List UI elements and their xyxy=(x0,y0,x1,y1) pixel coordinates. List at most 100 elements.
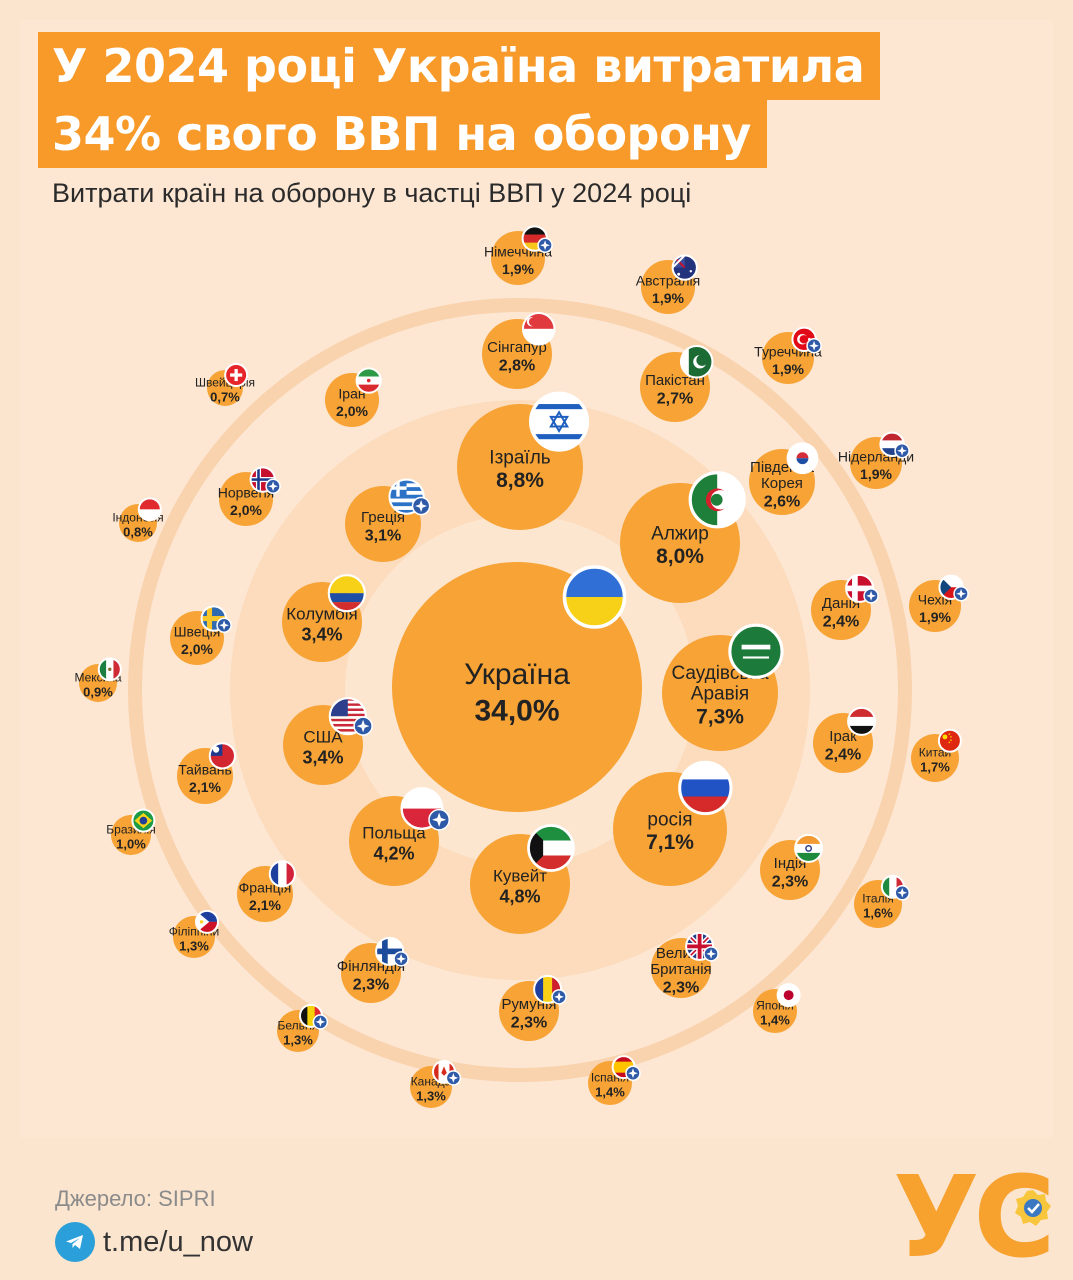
bubble-value-fr: 2,1% xyxy=(249,897,281,913)
ir-flag-border xyxy=(355,367,382,394)
bubble-value-it: 1,6% xyxy=(863,905,893,920)
nato-badge-icon xyxy=(445,1070,462,1086)
bubble-value-gr: 3,1% xyxy=(365,527,401,544)
gr-flag-icon xyxy=(389,479,424,514)
fr-flag-border xyxy=(268,860,296,888)
nato-badge-icon xyxy=(863,588,879,604)
in-flag-border xyxy=(794,833,824,863)
kw-flag-border xyxy=(527,824,575,872)
pl-flag-border xyxy=(400,787,444,831)
jp-flag-border xyxy=(776,983,801,1008)
bubble-value-kw: 4,8% xyxy=(499,886,540,906)
jp-flag-icon xyxy=(777,984,800,1007)
bubble-label-iq: Ірак xyxy=(829,728,857,745)
ch-flag-icon xyxy=(225,364,248,387)
bubble-value-sg: 2,8% xyxy=(499,357,535,374)
bubble-value-mx: 0,9% xyxy=(83,684,113,699)
au-flag-border xyxy=(671,254,698,281)
ph-flag-icon xyxy=(196,910,219,933)
bubble-label-gr: Греція xyxy=(361,509,405,526)
bubble-label-ir: Іран xyxy=(338,386,365,402)
bubble-chart: Україна34,0%Ізраїль8,8%Алжир8,0%Саудівсь… xyxy=(74,225,969,1108)
bubble-label-gb: Британія xyxy=(650,961,711,978)
nato-badge-icon xyxy=(894,885,910,901)
bubble-value-ch: 0,7% xyxy=(210,389,240,404)
bubble-value-in: 2,3% xyxy=(772,873,808,890)
bubble-label-us: США xyxy=(303,727,343,746)
nato-badge-icon xyxy=(625,1065,641,1081)
nato-badge-icon xyxy=(411,496,431,516)
bubble-value-us: 3,4% xyxy=(302,747,343,767)
nato-badge-icon xyxy=(312,1014,329,1030)
br-flag-icon xyxy=(132,809,155,832)
bubble-value-cz: 1,9% xyxy=(919,609,951,625)
telegram-handle: t.me/u_now xyxy=(103,1225,253,1258)
bubble-value-dk: 2,4% xyxy=(823,613,859,630)
bubble-label-sa: Аравія xyxy=(691,684,749,705)
bubble-value-de: 1,9% xyxy=(502,261,534,277)
nato-badge-icon xyxy=(703,946,719,962)
bubble-value-co: 3,4% xyxy=(301,624,342,644)
ir-flag-icon xyxy=(356,368,381,393)
in-flag-icon xyxy=(795,834,823,862)
il-flag-border xyxy=(529,391,590,452)
bubble-label-kw: Кувейт xyxy=(493,866,547,885)
bubble-value-sa: 7,3% xyxy=(696,705,744,728)
bubble-label-il: Ізраїль xyxy=(489,447,550,468)
bubble-value-nl: 1,9% xyxy=(860,466,892,482)
br-flag-border xyxy=(131,808,156,833)
cn-flag-border xyxy=(937,728,962,753)
co-flag-border xyxy=(327,574,366,613)
title-line-1: У 2024 році Україна витратила xyxy=(38,32,881,100)
telegram-link[interactable]: t.me/u_now xyxy=(55,1222,253,1262)
bubble-value-gb: 2,3% xyxy=(663,980,699,997)
mx-flag-icon xyxy=(98,658,121,681)
bubble-value-tw: 2,1% xyxy=(189,779,221,795)
ch-flag-border xyxy=(224,363,249,388)
de-flag-icon xyxy=(522,226,547,251)
sg-flag-icon xyxy=(522,313,555,345)
nato-badge-icon xyxy=(393,951,409,967)
nato-badge-icon xyxy=(537,237,553,253)
bubble-label-ua: Україна xyxy=(464,658,570,691)
bubble-value-pl: 4,2% xyxy=(373,843,414,863)
bubble-value-dz: 8,0% xyxy=(656,545,704,568)
telegram-icon xyxy=(55,1222,95,1262)
kr-flag-border xyxy=(786,442,819,475)
bubble-label-ru: росія xyxy=(647,809,692,830)
bubble-value-br: 1,0% xyxy=(116,836,146,851)
bubble-value-se: 2,0% xyxy=(181,641,213,657)
bubble-label-in: Індія xyxy=(774,855,807,872)
bubble-label-kr: Корея xyxy=(761,475,803,492)
bubble-value-no: 2,0% xyxy=(230,502,262,518)
nato-badge-icon xyxy=(428,808,450,831)
sa-flag-border xyxy=(728,623,784,679)
id-flag-border xyxy=(137,497,162,522)
bubble-value-kr: 2,6% xyxy=(764,494,800,511)
fr-flag-icon xyxy=(269,861,295,887)
nato-badge-icon xyxy=(551,989,567,1005)
bubble-value-pk: 2,7% xyxy=(657,390,693,407)
iq-flag-border xyxy=(847,706,877,736)
bubble-value-au: 1,9% xyxy=(652,290,684,306)
ua-flag-border xyxy=(562,565,627,629)
bubble-value-ca: 1,3% xyxy=(416,1088,446,1103)
bubble-value-id: 0,8% xyxy=(123,524,153,539)
nato-badge-icon xyxy=(353,716,373,736)
ph-flag-border xyxy=(195,909,220,934)
nl-flag-icon xyxy=(880,432,904,456)
bubble-label-dz: Алжир xyxy=(651,523,709,544)
id-flag-icon xyxy=(138,498,161,521)
ro-flag-icon xyxy=(534,975,562,1003)
cz-flag-icon xyxy=(939,575,963,599)
bubble-value-ru: 7,1% xyxy=(646,831,694,854)
iq-flag-icon xyxy=(848,707,876,735)
nato-badge-icon xyxy=(216,617,232,633)
co-flag-icon xyxy=(328,575,365,612)
chart-subtitle: Витрати країн на оборону в частці ВВП у … xyxy=(52,178,692,208)
gr-flag-border xyxy=(388,478,425,515)
bubble-value-be: 1,3% xyxy=(283,1032,313,1047)
bubble-value-ua: 34,0% xyxy=(474,695,559,728)
cn-flag-icon xyxy=(938,729,961,752)
